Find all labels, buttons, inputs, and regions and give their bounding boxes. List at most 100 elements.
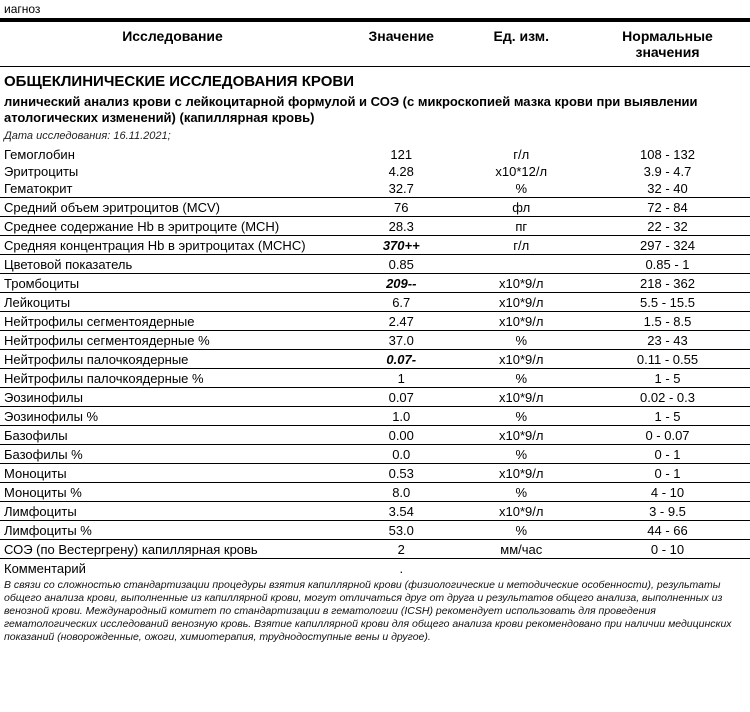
test-name: Нейтрофилы палочкоядерные % xyxy=(0,368,345,387)
test-value: 37.0 xyxy=(345,330,458,349)
test-value: 0.07 xyxy=(345,387,458,406)
study-date: Дата исследования: 16.11.2021; xyxy=(0,129,750,146)
test-name: Средний объем эритроцитов (MCV) xyxy=(0,197,345,216)
table-row: Нейтрофилы палочкоядерные %1%1 - 5 xyxy=(0,368,750,387)
test-unit: % xyxy=(458,330,586,349)
test-value: 0.53 xyxy=(345,463,458,482)
test-value: 3.54 xyxy=(345,501,458,520)
test-normal: 5.5 - 15.5 xyxy=(585,292,750,311)
test-unit: x10*12/л xyxy=(458,163,586,180)
test-unit: x10*9/л xyxy=(458,425,586,444)
table-row: Лейкоциты6.7x10*9/л5.5 - 15.5 xyxy=(0,292,750,311)
test-value: 370++ xyxy=(345,235,458,254)
table-row: Лимфоциты3.54x10*9/л3 - 9.5 xyxy=(0,501,750,520)
test-value: 0.00 xyxy=(345,425,458,444)
test-unit: % xyxy=(458,368,586,387)
test-name: Базофилы xyxy=(0,425,345,444)
test-unit: пг xyxy=(458,216,586,235)
column-header: Исследование Значение Ед. изм. Нормальны… xyxy=(0,22,750,66)
table-row: Базофилы %0.0%0 - 1 xyxy=(0,444,750,463)
test-normal: 108 - 132 xyxy=(585,146,750,163)
test-name: Гематокрит xyxy=(0,180,345,198)
table-row: Гемоглобин121г/л108 - 132 xyxy=(0,146,750,163)
test-normal: 0.85 - 1 xyxy=(585,254,750,273)
test-normal: 1 - 5 xyxy=(585,406,750,425)
test-unit: x10*9/л xyxy=(458,292,586,311)
test-normal: 0 - 1 xyxy=(585,463,750,482)
test-unit: % xyxy=(458,406,586,425)
table-row: Эозинофилы %1.0%1 - 5 xyxy=(0,406,750,425)
test-unit: г/л xyxy=(458,146,586,163)
test-value: 0.07- xyxy=(345,349,458,368)
table-row: Моноциты0.53x10*9/л0 - 1 xyxy=(0,463,750,482)
test-value: 28.3 xyxy=(345,216,458,235)
test-value: 6.7 xyxy=(345,292,458,311)
test-normal: 0 - 10 xyxy=(585,539,750,558)
test-value: 8.0 xyxy=(345,482,458,501)
test-normal: 4 - 10 xyxy=(585,482,750,501)
test-normal: 0 - 0.07 xyxy=(585,425,750,444)
comment-label: Комментарий xyxy=(0,558,345,577)
test-normal: 23 - 43 xyxy=(585,330,750,349)
table-row: Цветовой показатель0.85 0.85 - 1 xyxy=(0,254,750,273)
test-normal: 22 - 32 xyxy=(585,216,750,235)
subsection-title: линический анализ крови с лейкоцитарной … xyxy=(0,92,750,129)
test-value: 2 xyxy=(345,539,458,558)
test-name: Нейтрофилы палочкоядерные xyxy=(0,349,345,368)
footnote: В связи со сложностью стандартизации про… xyxy=(0,577,750,651)
results-table: Гемоглобин121г/л108 - 132Эритроциты4.28x… xyxy=(0,146,750,577)
test-name: Нейтрофилы сегментоядерные % xyxy=(0,330,345,349)
test-unit: x10*9/л xyxy=(458,273,586,292)
test-unit: x10*9/л xyxy=(458,387,586,406)
test-unit: мм/час xyxy=(458,539,586,558)
table-row: Эритроциты4.28x10*12/л3.9 - 4.7 xyxy=(0,163,750,180)
test-normal: 1.5 - 8.5 xyxy=(585,311,750,330)
test-name: Среднее содержание Hb в эритроците (MCH) xyxy=(0,216,345,235)
table-row: Лимфоциты %53.0%44 - 66 xyxy=(0,520,750,539)
col-normal-header: Нормальные значения xyxy=(585,22,750,66)
test-value: 209-- xyxy=(345,273,458,292)
table-row: Эозинофилы0.07x10*9/л0.02 - 0.3 xyxy=(0,387,750,406)
test-name: Лимфоциты % xyxy=(0,520,345,539)
test-name: Цветовой показатель xyxy=(0,254,345,273)
test-value: 121 xyxy=(345,146,458,163)
test-name: Нейтрофилы сегментоядерные xyxy=(0,311,345,330)
test-normal: 44 - 66 xyxy=(585,520,750,539)
test-value: 53.0 xyxy=(345,520,458,539)
diagnosis-label: иагноз xyxy=(0,0,750,20)
test-unit: % xyxy=(458,444,586,463)
table-row: Гематокрит32.7%32 - 40 xyxy=(0,180,750,198)
table-row: Нейтрофилы палочкоядерные0.07-x10*9/л0.1… xyxy=(0,349,750,368)
test-normal: 3 - 9.5 xyxy=(585,501,750,520)
table-row: Моноциты %8.0%4 - 10 xyxy=(0,482,750,501)
test-name: Базофилы % xyxy=(0,444,345,463)
table-row: Базофилы0.00x10*9/л0 - 0.07 xyxy=(0,425,750,444)
table-row: Тромбоциты209--x10*9/л218 - 362 xyxy=(0,273,750,292)
test-unit: x10*9/л xyxy=(458,311,586,330)
test-name: Моноциты xyxy=(0,463,345,482)
test-normal: 72 - 84 xyxy=(585,197,750,216)
section-title: ОБЩЕКЛИНИЧЕСКИЕ ИССЛЕДОВАНИЯ КРОВИ xyxy=(0,67,750,92)
test-name: Тромбоциты xyxy=(0,273,345,292)
test-value: 0.85 xyxy=(345,254,458,273)
test-value: 1 xyxy=(345,368,458,387)
test-name: СОЭ (по Вестергрену) капиллярная кровь xyxy=(0,539,345,558)
test-normal: 3.9 - 4.7 xyxy=(585,163,750,180)
test-name: Эозинофилы % xyxy=(0,406,345,425)
test-unit xyxy=(458,254,586,273)
test-unit: % xyxy=(458,520,586,539)
test-name: Эозинофилы xyxy=(0,387,345,406)
col-unit-header: Ед. изм. xyxy=(458,22,586,66)
table-row: Средний объем эритроцитов (MCV)76фл72 - … xyxy=(0,197,750,216)
test-unit: x10*9/л xyxy=(458,463,586,482)
test-unit: x10*9/л xyxy=(458,349,586,368)
test-normal: 0.02 - 0.3 xyxy=(585,387,750,406)
test-value: 32.7 xyxy=(345,180,458,198)
test-unit: г/л xyxy=(458,235,586,254)
test-unit: фл xyxy=(458,197,586,216)
table-row: Среднее содержание Hb в эритроците (MCH)… xyxy=(0,216,750,235)
test-normal: 297 - 324 xyxy=(585,235,750,254)
table-row: Нейтрофилы сегментоядерные2.47x10*9/л1.5… xyxy=(0,311,750,330)
test-name: Гемоглобин xyxy=(0,146,345,163)
col-value-header: Значение xyxy=(345,22,458,66)
